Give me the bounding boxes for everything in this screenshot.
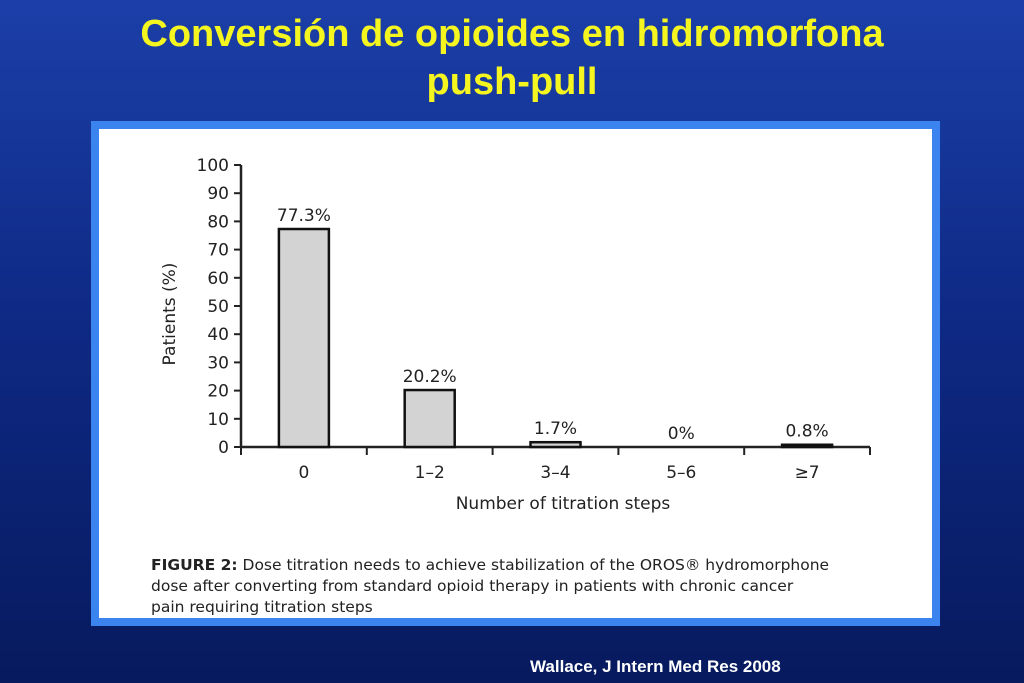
y-axis-title: Patients (%) [160,263,180,366]
y-tick-label: 50 [207,297,229,317]
x-tick-label: ≥7 [795,463,820,483]
y-tick-label: 20 [207,382,229,402]
y-tick-label: 80 [207,212,229,232]
bar [277,227,331,449]
bars [277,227,834,449]
figure-caption: FIGURE 2: Dose titration needs to achiev… [151,555,891,618]
data-label: 0% [668,424,695,444]
data-label: 77.3% [277,206,331,226]
y-tick-label: 0 [218,438,229,458]
y-tick-label: 60 [207,269,229,289]
x-axis: 0 1–2 3–4 5–6 ≥7 [240,445,871,483]
slide-title-line-1: Conversión de opioides en hidromorfona [140,13,884,55]
data-labels: 77.3% 20.2% 1.7% 0% 0.8% [277,206,829,444]
caption-label: FIGURE 2: [151,556,238,574]
slide-title: Conversión de opioides en hidromorfona p… [0,10,1024,106]
y-tick-label: 90 [207,184,229,204]
caption-line-1: FIGURE 2: Dose titration needs to achiev… [151,555,891,576]
caption-text-1: Dose titration needs to achieve stabiliz… [237,556,830,574]
figure-panel: 0 10 20 30 40 50 60 70 80 90 100 0 1–2 3–4 5–6 ≥7 77.3… [99,129,932,618]
citation: Wallace, J Intern Med Res 2008 [530,657,781,676]
y-tick-label: 70 [207,241,229,261]
y-tick-label: 100 [197,156,229,176]
data-label: 0.8% [785,422,828,442]
x-tick-label: 5–6 [666,463,696,483]
y-tick-label: 10 [207,410,229,430]
bar [403,388,456,449]
y-tick-label: 40 [207,325,229,345]
bar [529,440,582,449]
y-tick-label: 30 [207,353,229,373]
y-axis: 0 10 20 30 40 50 60 70 80 90 100 [197,156,243,458]
slide-title-line-2: push-pull [426,61,598,103]
caption-line-2: dose after converting from standard opio… [151,577,794,595]
x-tick-label: 1–2 [415,463,445,483]
bar-chart: 0 10 20 30 40 50 60 70 80 90 100 0 1–2 3–4 5–6 ≥7 77.3… [160,156,871,514]
x-axis-title: Number of titration steps [456,494,671,514]
caption-line-3: pain requiring titration steps [151,598,373,616]
data-label: 20.2% [403,367,457,387]
x-tick-label: 0 [298,463,309,483]
x-tick-label: 3–4 [540,463,570,483]
bar [780,443,834,449]
figure-frame: 0 10 20 30 40 50 60 70 80 90 100 0 1–2 3–4 5–6 ≥7 77.3… [91,121,940,626]
data-label: 1.7% [534,419,577,439]
